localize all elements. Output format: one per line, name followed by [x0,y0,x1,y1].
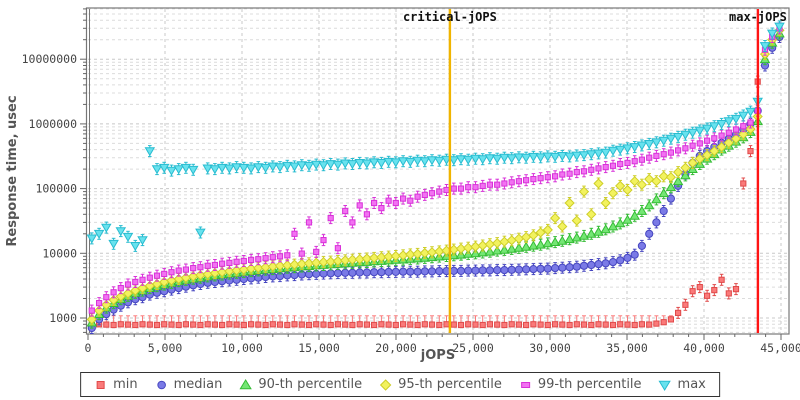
y-tick-label: 1000 [49,311,77,325]
series-layer [87,20,785,334]
legend-item-min: min [94,377,138,392]
annotation-layer: critical-jOPS max-jOPS [403,9,787,333]
diamond-icon [379,378,392,391]
triangle-down-icon [658,380,672,391]
x-tick-label: 30,000 [529,341,571,355]
y-tick-label: 10000 [42,246,77,260]
series-max [87,20,785,252]
legend-item-max: max [658,377,706,392]
square-icon [96,380,105,389]
x-tick-label: 45,000 [760,341,800,355]
legend-item-90-th-percentile: 90-th percentile [239,377,362,392]
legend-label: max [677,377,706,392]
critical-jops-line-label: critical-jOPS [403,10,497,24]
legend-item-95-th-percentile: 95-th percentile [379,377,502,392]
y-axis-title: Response time, usec [5,95,20,246]
x-tick-label: 40,000 [683,341,725,355]
x-tick-label: 10,000 [221,341,263,355]
legend-label: median [173,377,223,392]
legend-label: 99-th percentile [537,377,642,392]
bar-icon [520,381,530,388]
legend-label: 95-th percentile [398,377,502,392]
chart-legend: min median 90-th percentile 95-th percentil… [80,372,720,397]
y-tick-label: 10000000 [22,52,77,66]
x-tick-label: 35,000 [606,341,648,355]
triangle-up-icon [239,378,253,389]
x-tick-label: 15,000 [298,341,340,355]
x-axis-title: jOPS [420,348,455,363]
x-tick-label: 20,000 [375,341,417,355]
max-jops-line-label: max-jOPS [729,10,787,24]
y-tick-label: 100000 [35,182,77,196]
legend-label: min [113,377,138,392]
legend-label: 90-th percentile [258,377,363,392]
axis-layer: 0 5,000 10,000 15,000 20,000 25,000 30,000 35,0… [22,7,800,355]
legend-item-median: median [155,377,223,392]
x-tick-label: 0 [85,341,92,355]
circle-icon [156,380,166,389]
x-tick-label: 25,000 [452,341,494,355]
y-tick-label: 1000000 [29,117,78,131]
series-95-th-percentile [87,24,785,326]
x-tick-label: 5,000 [148,341,183,355]
legend-item-99-th-percentile: 99-th percentile [519,377,642,392]
